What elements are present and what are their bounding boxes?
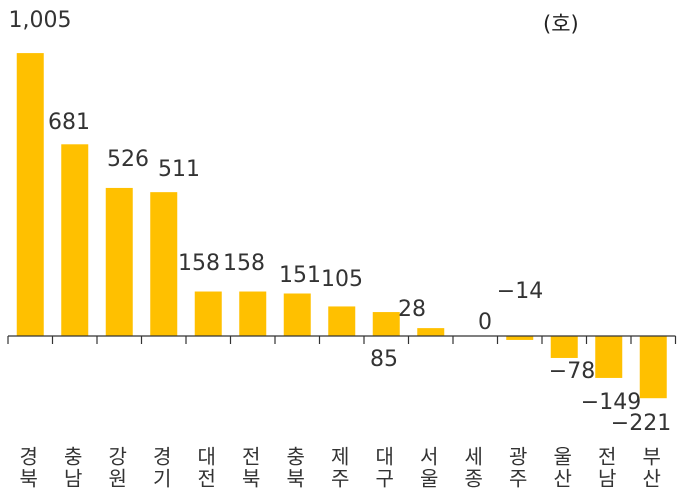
data-label-경북: 1,005 (9, 8, 72, 33)
category-label-울산: 울산 (549, 446, 573, 490)
category-label-강원: 강원 (104, 446, 128, 490)
category-label-대전: 대전 (193, 446, 217, 490)
bar-충남 (61, 144, 89, 336)
category-label-제주: 제주 (327, 446, 351, 490)
data-label-충북: 151 (279, 263, 321, 288)
category-label-경북: 경북 (15, 446, 39, 490)
data-label-전북: 158 (223, 251, 265, 276)
data-label-부산: −221 (611, 411, 671, 436)
category-label-전남: 전남 (594, 446, 618, 490)
data-label-서울: 28 (398, 297, 426, 322)
category-label-광주: 광주 (505, 446, 529, 490)
data-label-경기: 511 (158, 157, 200, 182)
bar-전북 (239, 291, 267, 336)
data-label-대구: 85 (370, 347, 398, 372)
bar-경북 (16, 53, 44, 336)
data-label-충남: 681 (48, 110, 90, 135)
category-label-충북: 충북 (282, 446, 306, 490)
bar-서울 (417, 328, 445, 336)
unit-label: (호) (543, 12, 579, 36)
bar-부산 (639, 336, 667, 399)
bar-대구 (372, 312, 400, 336)
data-label-세종: 0 (478, 310, 492, 335)
category-label-부산: 부산 (638, 446, 662, 490)
data-label-광주: −14 (497, 279, 543, 304)
bar-경기 (150, 192, 178, 336)
category-label-대구: 대구 (371, 446, 395, 490)
category-label-전북: 전북 (238, 446, 262, 490)
data-label-대전: 158 (178, 251, 220, 276)
data-label-전남: −149 (581, 390, 641, 415)
category-label-세종: 세종 (460, 446, 484, 490)
category-label-경기: 경기 (149, 446, 173, 490)
data-label-제주: 105 (321, 267, 363, 292)
bar-제주 (328, 306, 356, 336)
category-label-충남: 충남 (60, 446, 84, 490)
bar-강원 (105, 187, 133, 336)
bar-대전 (194, 291, 222, 336)
data-label-강원: 526 (107, 147, 149, 172)
data-label-울산: −78 (549, 359, 595, 384)
category-label-서울: 서울 (416, 446, 440, 490)
bar-울산 (550, 336, 578, 358)
bar-전남 (595, 336, 623, 378)
bar-광주 (506, 336, 534, 340)
bar-충북 (283, 293, 311, 336)
